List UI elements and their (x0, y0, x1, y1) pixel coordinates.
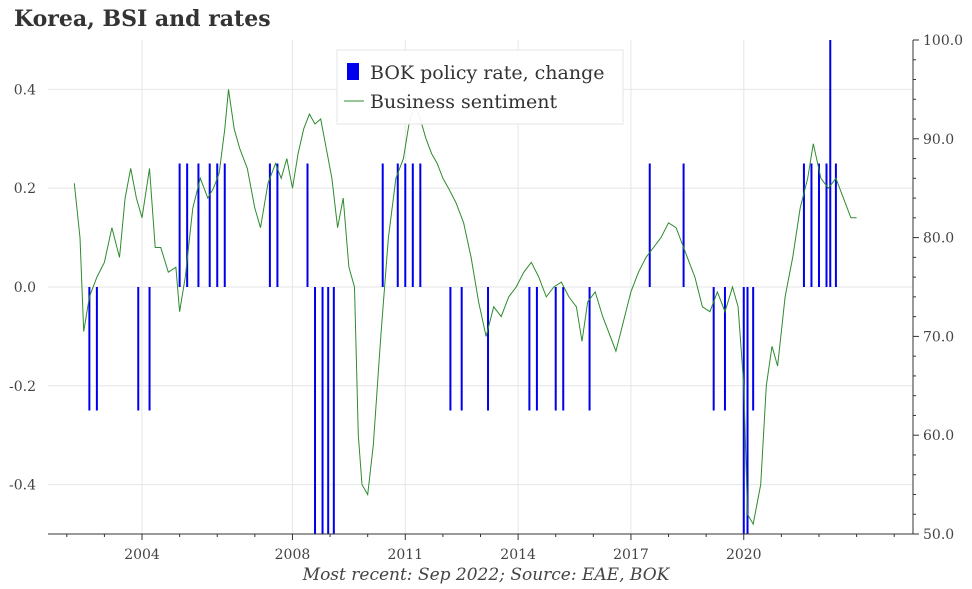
legend: BOK policy rate, change Business sentime… (336, 49, 624, 125)
rate-change-bar (332, 287, 335, 534)
rate-change-bar (834, 163, 837, 287)
rate-change-bar (825, 163, 828, 287)
rate-change-bar (487, 287, 490, 411)
axis-layer: -0.4 -0.2 0.0 0.2 0.4 2004 2008 2011 2014 2017 202… (9, 33, 963, 563)
rate-change-bar (404, 163, 407, 287)
rate-change-bar (396, 163, 399, 287)
rate-change-bar (829, 40, 832, 287)
rate-change-bar (321, 287, 324, 534)
chart-title: Korea, BSI and rates (14, 6, 271, 32)
y-right-tick-label: 60.0 (923, 428, 954, 444)
rate-change-bar (802, 163, 805, 287)
x-tick-label: 2017 (613, 547, 649, 563)
rate-change-bar (268, 163, 271, 287)
x-tick-label: 2020 (726, 547, 762, 563)
rate-change-bar (742, 287, 745, 534)
rate-change-bar (460, 287, 463, 411)
bars-layer (88, 40, 837, 534)
rate-change-bar (216, 163, 219, 287)
y-right-tick-label: 100.0 (923, 33, 963, 49)
rate-change-bar (95, 287, 98, 411)
rate-change-bar (419, 163, 422, 287)
rate-change-bar (648, 163, 651, 287)
rate-change-bar (197, 163, 200, 287)
rate-change-bar (178, 163, 181, 287)
y-right-tick-label: 70.0 (923, 329, 954, 345)
rate-change-bar (449, 287, 452, 411)
y-left-tick-label: 0.0 (14, 280, 36, 296)
x-tick-label: 2011 (387, 547, 423, 563)
rate-change-bar (137, 287, 140, 411)
rate-change-bar (88, 287, 91, 411)
rate-change-bar (682, 163, 685, 287)
rate-change-bar (314, 287, 317, 534)
rate-change-bar (588, 287, 591, 411)
y-right-tick-label: 50.0 (923, 527, 954, 543)
line-layer (73, 89, 857, 526)
x-tick-label: 2008 (275, 547, 311, 563)
y-right-tick-label: 80.0 (923, 231, 954, 247)
y-right-tick-label: 90.0 (923, 132, 954, 148)
y-left-tick-label: -0.4 (9, 478, 36, 494)
rate-change-bar (746, 287, 749, 534)
rate-change-bar (327, 287, 330, 534)
x-tick-label: 2004 (124, 547, 160, 563)
legend-label-bsi: Business sentiment (370, 91, 557, 113)
y-left-tick-label: 0.4 (14, 82, 36, 98)
rate-change-bar (817, 163, 820, 287)
rate-change-bar (810, 163, 813, 287)
rate-change-bar (276, 163, 279, 287)
legend-swatch-rate (347, 63, 359, 80)
rate-change-bar (186, 163, 189, 287)
rate-change-bar (712, 287, 715, 411)
bsi-line (73, 89, 857, 526)
y-left-tick-label: 0.2 (14, 181, 36, 197)
rate-change-bar (535, 287, 538, 411)
rate-change-bar (381, 163, 384, 287)
rate-change-bar (554, 287, 557, 411)
rate-change-bar (148, 287, 151, 411)
rate-change-bar (208, 163, 211, 287)
rate-change-bar (223, 163, 226, 287)
rate-change-bar (723, 287, 726, 411)
x-tick-label: 2014 (500, 547, 536, 563)
y-left-tick-label: -0.2 (9, 379, 36, 395)
rate-change-bar (528, 287, 531, 411)
rate-change-bar (752, 287, 755, 411)
legend-box (336, 49, 624, 125)
rate-change-bar (562, 287, 565, 411)
rate-change-bar (411, 163, 414, 287)
rate-change-bar (306, 163, 309, 287)
legend-label-rate: BOK policy rate, change (370, 62, 605, 84)
chart-source: Most recent: Sep 2022; Source: EAE, BOK (302, 565, 670, 585)
